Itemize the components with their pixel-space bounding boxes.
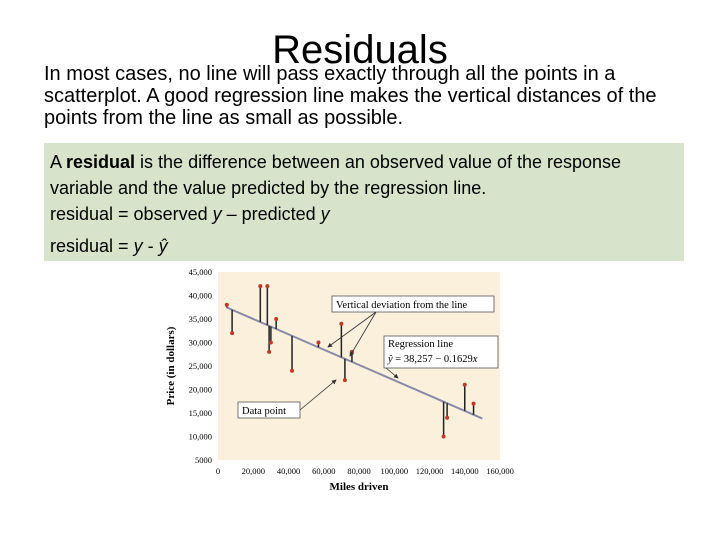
- data-point: [339, 321, 344, 326]
- data-point: [265, 284, 270, 289]
- slide-title: Residuals: [272, 28, 448, 72]
- x-tick-label: 140,000: [451, 466, 479, 476]
- y-tick-label: 45,000: [189, 267, 212, 277]
- y-tick-label: 30,000: [189, 338, 212, 348]
- data-point: [290, 368, 295, 373]
- x-tick-label: 40,000: [277, 466, 300, 476]
- y-tick-label: 40,000: [189, 291, 212, 301]
- x-tick-label: 20,000: [242, 466, 265, 476]
- x-tick-label: 100,000: [380, 466, 408, 476]
- data-point: [268, 340, 273, 345]
- definition-box: A residual is the difference between an …: [44, 143, 684, 261]
- callout-regression-arrow: [385, 367, 399, 379]
- intro-paragraph: In most cases, no line will pass exactly…: [44, 63, 657, 129]
- callout-vertical-deviation-arrow-1: [327, 311, 377, 348]
- y-tick-label: 25,000: [189, 361, 212, 371]
- y-tick-label: 5000: [195, 455, 212, 465]
- callout-regression-label: Regression line: [388, 339, 453, 350]
- data-point: [462, 382, 467, 387]
- formula-observed-predicted: residual = observed y – predicted y: [50, 204, 330, 224]
- callout-data-point-arrow: [299, 379, 337, 411]
- x-tick-label: 0: [216, 466, 220, 476]
- y-axis-label: Price (in dollars): [165, 326, 177, 405]
- x-tick-label: 160,000: [486, 466, 514, 476]
- residual-scatterplot: 5000 10,000 15,000 20,000 25,000 30,000 35,000…: [165, 267, 514, 493]
- x-tick-label: 60,000: [312, 466, 335, 476]
- data-point: [258, 284, 263, 289]
- y-tick-label: 10,000: [189, 432, 212, 442]
- callout-vertical-deviation: Vertical deviation from the line: [336, 300, 468, 311]
- callout-vertical-deviation-arrow-2: [349, 311, 377, 357]
- x-axis-label: Miles driven: [330, 481, 389, 493]
- data-point: [230, 331, 235, 336]
- callout-regression-equation: ŷ = 38,257 − 0.1629x: [387, 354, 478, 365]
- residual-term: residual: [66, 152, 136, 172]
- y-tick-label: 20,000: [189, 385, 212, 395]
- data-point: [224, 302, 229, 307]
- data-point: [316, 340, 321, 345]
- x-tick-label: 80,000: [347, 466, 370, 476]
- data-point: [441, 434, 446, 439]
- data-point: [274, 317, 279, 321]
- data-point: [445, 415, 450, 420]
- data-point: [342, 378, 347, 383]
- data-point: [471, 401, 476, 406]
- y-tick-label: 35,000: [189, 314, 212, 324]
- data-point: [267, 349, 272, 354]
- definition-text: A residual is the difference between an …: [50, 152, 622, 198]
- y-tick-label: 15,000: [189, 408, 212, 418]
- callout-regression-box: [383, 335, 499, 369]
- x-tick-label: 120,000: [416, 466, 444, 476]
- callout-vertical-deviation-box: [331, 295, 495, 313]
- scatterplot-figure: 5000 10,000 15,000 20,000 25,000 30,000 35,000…: [160, 266, 520, 501]
- formula-y-yhat: residual = y - ŷ: [50, 236, 168, 256]
- callout-data-point: Data point: [242, 406, 286, 417]
